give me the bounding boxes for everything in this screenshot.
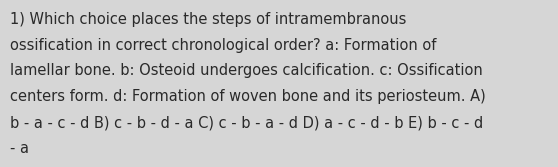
Text: - a: - a bbox=[10, 141, 29, 156]
Text: b - a - c - d B) c - b - d - a C) c - b - a - d D) a - c - d - b E) b - c - d: b - a - c - d B) c - b - d - a C) c - b … bbox=[10, 115, 483, 130]
Text: ossification in correct chronological order? a: Formation of: ossification in correct chronological or… bbox=[10, 38, 436, 53]
Text: centers form. d: Formation of woven bone and its periosteum. A): centers form. d: Formation of woven bone… bbox=[10, 89, 486, 104]
Text: lamellar bone. b: Osteoid undergoes calcification. c: Ossification: lamellar bone. b: Osteoid undergoes calc… bbox=[10, 63, 483, 78]
Text: 1) Which choice places the steps of intramembranous: 1) Which choice places the steps of intr… bbox=[10, 12, 406, 27]
